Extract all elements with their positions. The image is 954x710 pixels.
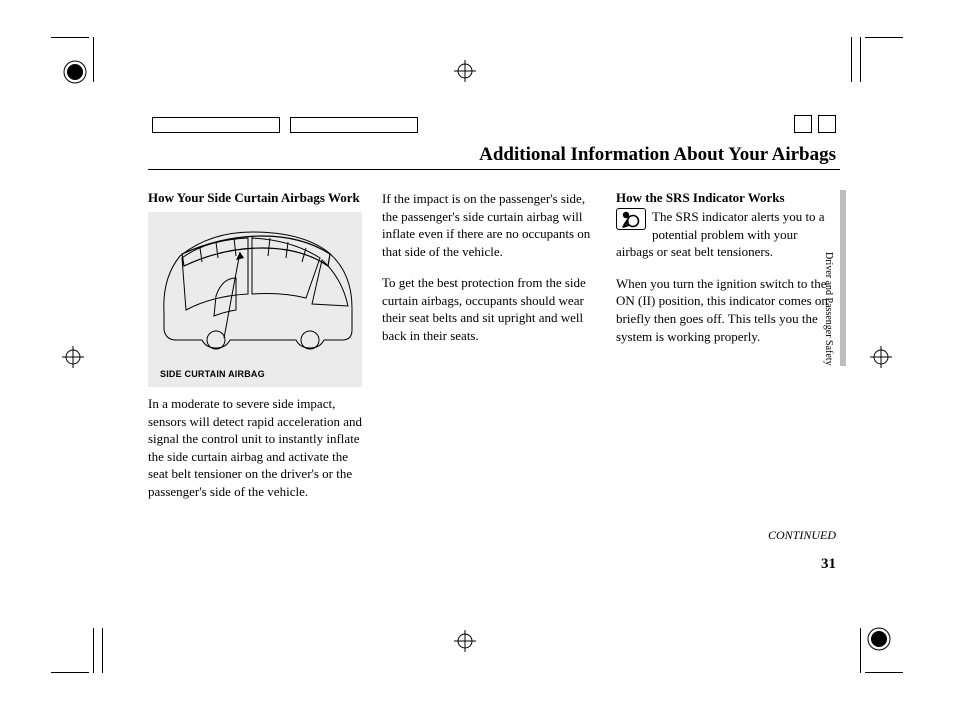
crop-line (860, 628, 861, 673)
side-curtain-figure: SIDE CURTAIN AIRBAG (148, 212, 362, 387)
crop-line (851, 37, 852, 82)
header-squares (794, 115, 836, 133)
crop-line (865, 672, 903, 673)
crop-line (102, 628, 103, 673)
col2-para2: To get the best protection from the side… (382, 274, 600, 344)
page-title: Additional Information About Your Airbag… (479, 144, 836, 166)
crosshair-icon (454, 630, 476, 652)
col2-para1: If the impact is on the passenger's side… (382, 190, 600, 260)
section-label: Driver and Passenger Safety (823, 252, 834, 366)
content-columns: How Your Side Curtain Airbags Work (148, 190, 840, 501)
col3-para1-wrap: The SRS indicator alerts you to a potent… (616, 208, 834, 261)
srs-indicator-icon (616, 208, 646, 230)
figure-caption: SIDE CURTAIN AIRBAG (160, 369, 265, 379)
column-2: If the impact is on the passenger's side… (382, 190, 600, 501)
crop-line (93, 37, 94, 82)
col3-heading: How the SRS Indicator Works (616, 190, 834, 206)
column-1: How Your Side Curtain Airbags Work (148, 190, 366, 501)
crosshair-icon (870, 346, 892, 368)
crop-line (865, 37, 903, 38)
registration-mark-icon (866, 626, 892, 652)
col1-heading: How Your Side Curtain Airbags Work (148, 190, 366, 206)
column-3: How the SRS Indicator Works The SRS indi… (616, 190, 834, 501)
title-rule (148, 169, 840, 170)
col1-para1: In a moderate to severe side impact, sen… (148, 395, 366, 500)
col3-para2: When you turn the ignition switch to the… (616, 275, 834, 345)
crosshair-icon (62, 346, 84, 368)
registration-mark-icon (62, 59, 88, 85)
col3-para1: The SRS indicator alerts you to a potent… (616, 209, 825, 259)
crop-line (51, 672, 89, 673)
continued-label: CONTINUED (768, 528, 836, 543)
crop-line (51, 37, 89, 38)
crop-line (93, 628, 94, 673)
section-tab (840, 190, 846, 366)
header-placeholder-boxes (152, 117, 418, 133)
crop-line (860, 37, 861, 82)
page-number: 31 (821, 556, 836, 573)
crosshair-icon (454, 60, 476, 82)
